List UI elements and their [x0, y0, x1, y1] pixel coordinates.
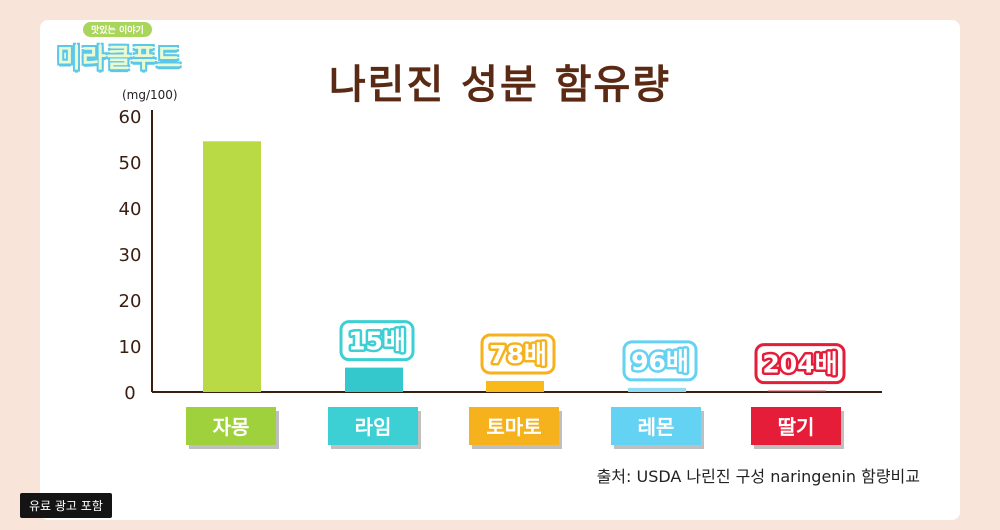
channel-logo: 맛있는 이야기 미라클푸드 [55, 22, 185, 74]
source-note: 출처: USDA 나린진 구성 naringenin 함량비교 [596, 467, 920, 486]
ratio-badge-label: 204배 [762, 350, 837, 379]
category-label-box [469, 407, 559, 445]
ratio-badge [754, 343, 846, 385]
logo-subtitle: 맛있는 이야기 [83, 22, 152, 37]
bar [768, 390, 826, 392]
ratio-badge [480, 333, 556, 375]
y-tick-label: 60 [119, 107, 142, 128]
bar [203, 141, 261, 392]
ratio-badge [339, 320, 415, 362]
category-label-box [186, 407, 276, 445]
bar [345, 367, 403, 392]
y-tick-label: 10 [119, 337, 142, 358]
logo-title: 미라클푸드 [57, 44, 182, 74]
category-label: 라임 [355, 415, 392, 439]
y-tick-label: 40 [119, 199, 142, 220]
y-tick-label: 20 [119, 291, 142, 312]
category-label: 레몬 [638, 415, 675, 439]
ratio-badge-label: 78배 [489, 340, 547, 369]
category-label-box [328, 407, 418, 445]
category-label-box [611, 407, 701, 445]
category-label: 자몽 [213, 415, 250, 439]
ratio-badge [622, 340, 698, 382]
y-axis-unit: (mg/100) [122, 88, 178, 102]
bar [628, 387, 686, 392]
y-tick-label: 0 [124, 383, 135, 404]
category-label: 토마토 [486, 415, 541, 439]
chart-title: 나린진 성분 함유량 [328, 62, 672, 108]
y-tick-label: 30 [119, 245, 142, 266]
ratio-badge-label: 96배 [631, 347, 689, 376]
bar [486, 380, 544, 392]
category-label: 딸기 [778, 415, 815, 439]
paid-ad-badge: 유료 광고 포함 [20, 493, 112, 518]
category-label-box [751, 407, 841, 445]
ratio-badge-label: 15배 [348, 327, 406, 356]
y-tick-label: 50 [119, 153, 142, 174]
